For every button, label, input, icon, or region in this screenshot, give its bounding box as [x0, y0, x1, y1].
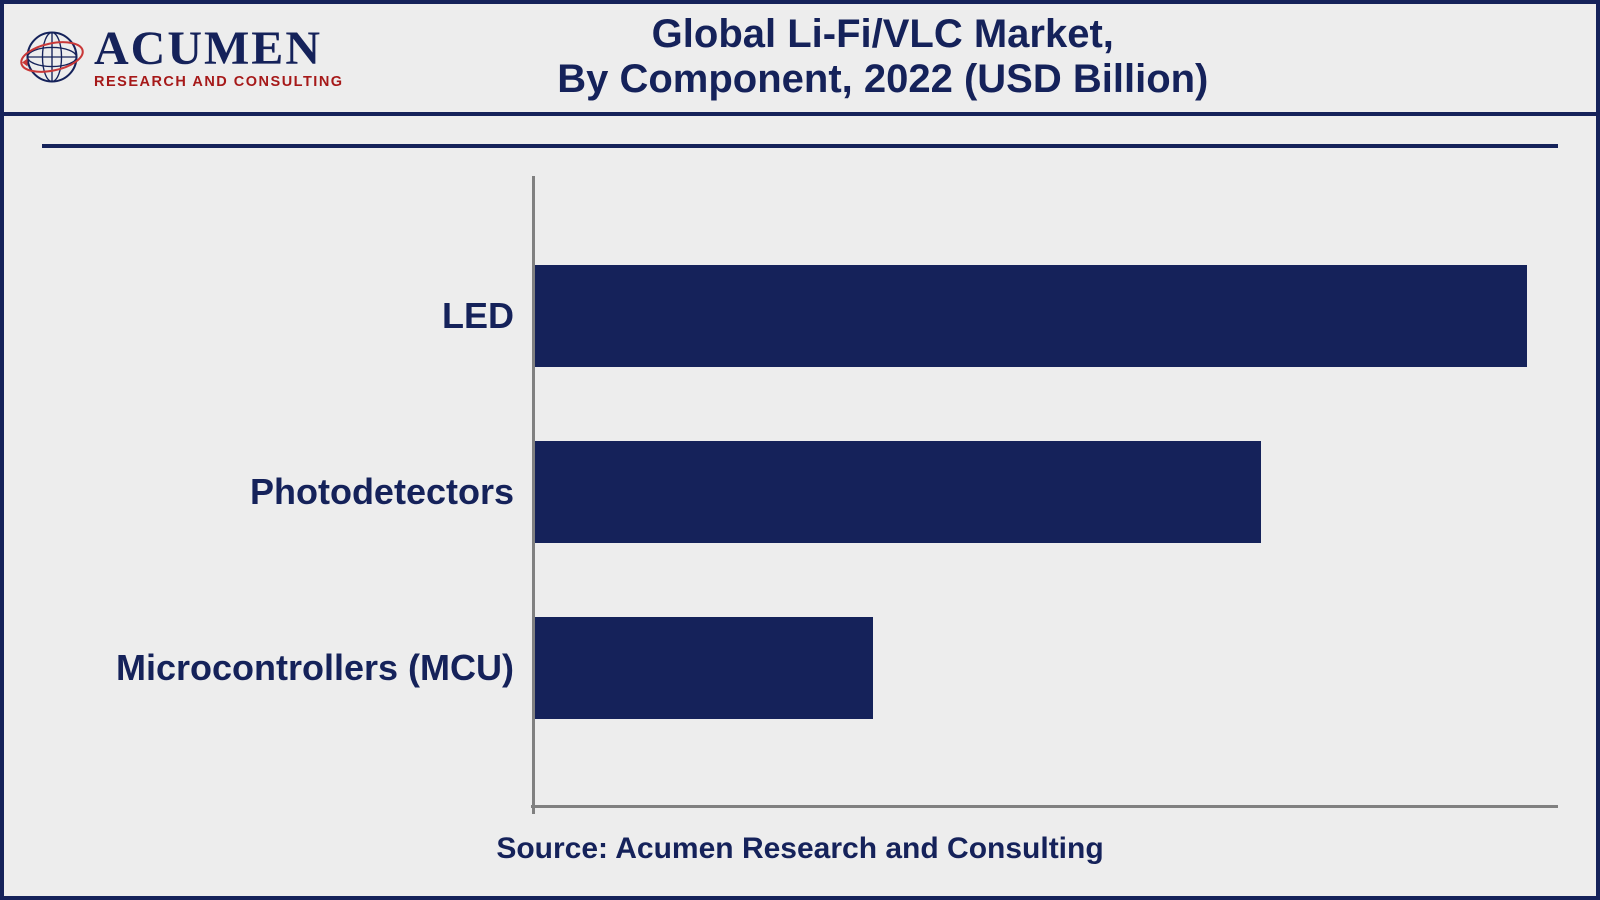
top-rule	[42, 144, 1558, 148]
chart-body: LED Photodetectors Microcontrollers (MCU…	[4, 116, 1596, 896]
bars-area	[532, 176, 1558, 808]
globe-icon	[18, 23, 86, 91]
logo: ACUMEN RESEARCH AND CONSULTING	[18, 23, 344, 91]
x-axis-tick	[532, 802, 535, 814]
title-line-1: Global Li-Fi/VLC Market,	[364, 12, 1402, 57]
y-label: Microcontrollers (MCU)	[42, 647, 514, 689]
chart-container: ACUMEN RESEARCH AND CONSULTING Global Li…	[0, 0, 1600, 900]
logo-tagline: RESEARCH AND CONSULTING	[94, 75, 344, 90]
plot-area: LED Photodetectors Microcontrollers (MCU…	[42, 176, 1558, 808]
title-line-2: By Component, 2022 (USD Billion)	[364, 57, 1402, 102]
logo-text: ACUMEN RESEARCH AND CONSULTING	[94, 25, 344, 90]
y-label: Photodetectors	[42, 471, 514, 513]
x-axis-line	[531, 805, 1558, 808]
source-text: Source: Acumen Research and Consulting	[42, 808, 1558, 876]
logo-brand: ACUMEN	[94, 25, 344, 73]
header: ACUMEN RESEARCH AND CONSULTING Global Li…	[4, 4, 1596, 116]
bar-photodetectors	[535, 441, 1261, 543]
bar-microcontrollers	[535, 617, 873, 719]
y-labels: LED Photodetectors Microcontrollers (MCU…	[42, 176, 532, 808]
chart-title: Global Li-Fi/VLC Market, By Component, 2…	[364, 12, 1582, 102]
y-label: LED	[42, 295, 514, 337]
bar-led	[535, 265, 1527, 367]
chart-zone: LED Photodetectors Microcontrollers (MCU…	[42, 176, 1558, 876]
